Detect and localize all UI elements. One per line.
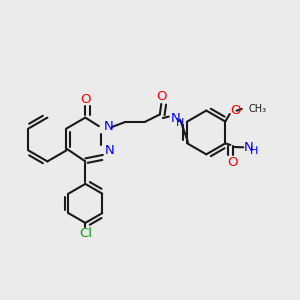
Text: N: N bbox=[104, 120, 114, 133]
Text: H: H bbox=[176, 118, 184, 128]
Text: O: O bbox=[80, 93, 91, 106]
Text: N: N bbox=[171, 112, 181, 125]
Text: Cl: Cl bbox=[79, 227, 92, 240]
Text: O: O bbox=[230, 104, 240, 117]
Text: N: N bbox=[105, 144, 115, 157]
Text: H: H bbox=[250, 146, 258, 157]
Text: O: O bbox=[156, 90, 166, 103]
Text: N: N bbox=[244, 141, 253, 154]
Text: CH₃: CH₃ bbox=[248, 104, 266, 114]
Text: O: O bbox=[227, 156, 238, 169]
